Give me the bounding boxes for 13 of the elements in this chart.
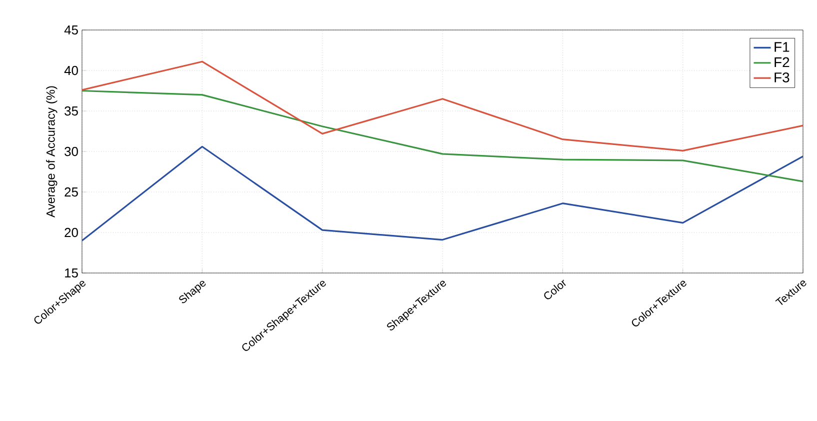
y-axis-title: Average of Accuracy (%) — [46, 86, 58, 218]
y-tick-label: 20 — [64, 228, 78, 238]
y-tick-label: 45 — [64, 25, 78, 35]
y-tick-label: 25 — [64, 187, 78, 197]
legend-label: F1 — [774, 42, 790, 52]
y-tick-label: 30 — [64, 146, 78, 156]
y-tick-label: 15 — [65, 268, 78, 278]
y-tick-label: 40 — [64, 66, 78, 76]
line-series — [82, 146, 804, 242]
legend-label: F3 — [774, 72, 790, 82]
line-series — [82, 90, 804, 182]
legend-label: F2 — [774, 57, 790, 67]
y-tick-label: 35 — [64, 106, 78, 116]
